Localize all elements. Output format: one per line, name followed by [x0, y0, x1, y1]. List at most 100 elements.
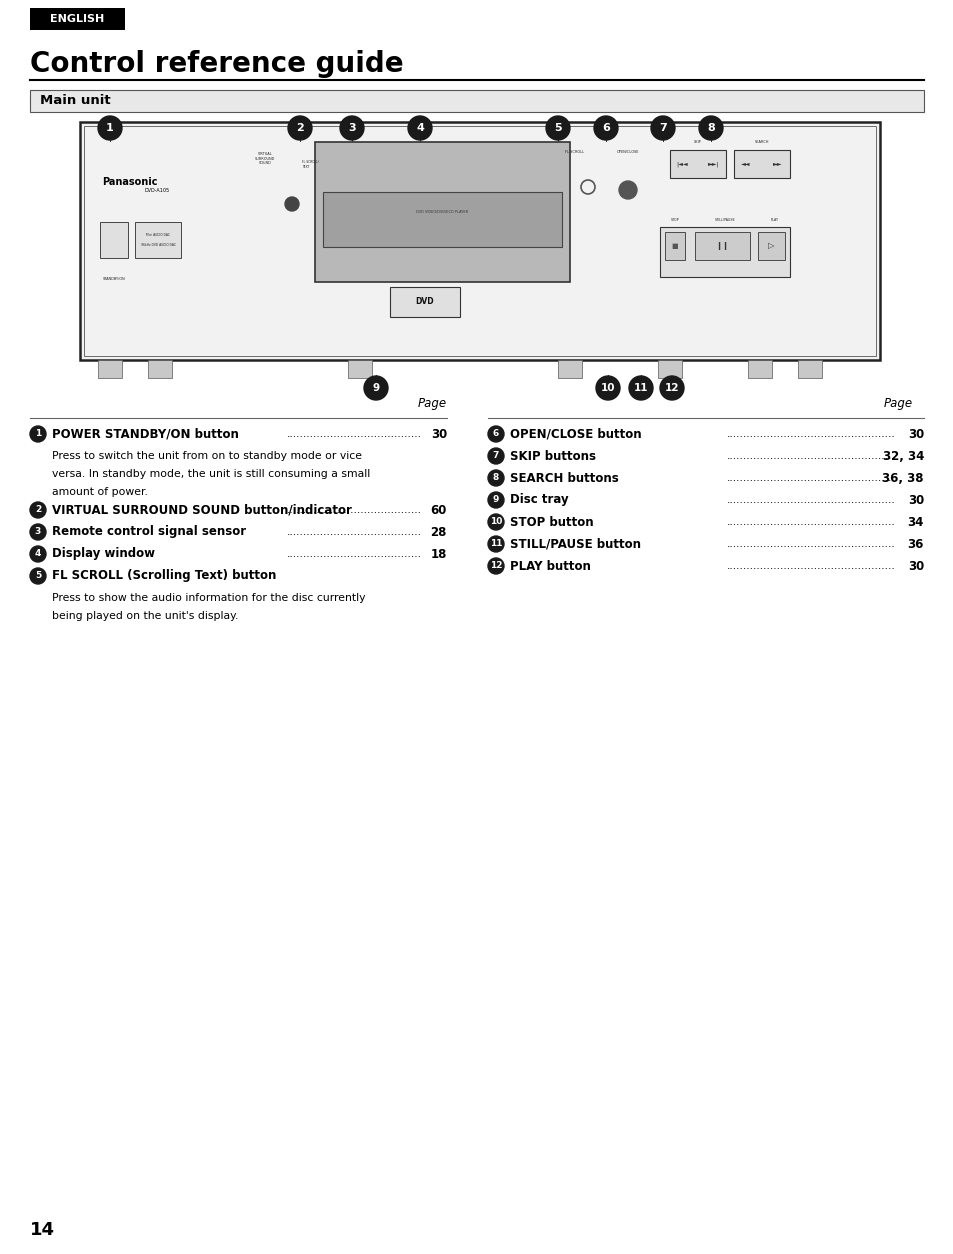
- Text: Display window: Display window: [52, 548, 154, 561]
- Text: Press to switch the unit from on to standby mode or vice: Press to switch the unit from on to stan…: [52, 451, 361, 461]
- Text: amount of power.: amount of power.: [52, 487, 148, 497]
- Circle shape: [545, 117, 569, 140]
- Text: 30: 30: [907, 428, 923, 440]
- Circle shape: [30, 568, 46, 584]
- FancyBboxPatch shape: [558, 360, 581, 377]
- FancyBboxPatch shape: [314, 142, 569, 282]
- Text: 30: 30: [907, 559, 923, 573]
- Text: DVD-A105: DVD-A105: [145, 188, 170, 193]
- Text: ..................................................: ........................................…: [726, 451, 895, 461]
- Text: 10: 10: [489, 518, 501, 527]
- FancyBboxPatch shape: [695, 232, 749, 260]
- Text: 1: 1: [35, 430, 41, 439]
- Text: ►►|: ►►|: [707, 162, 720, 167]
- FancyBboxPatch shape: [733, 150, 789, 178]
- Circle shape: [30, 524, 46, 540]
- Circle shape: [594, 117, 618, 140]
- Text: Remote control signal sensor: Remote control signal sensor: [52, 525, 246, 538]
- Circle shape: [488, 558, 503, 574]
- Text: ..................................................: ........................................…: [726, 517, 895, 527]
- Text: ►►: ►►: [773, 162, 781, 167]
- Text: 30: 30: [907, 494, 923, 507]
- Circle shape: [30, 502, 46, 518]
- FancyBboxPatch shape: [30, 90, 923, 112]
- Text: ..................................................: ........................................…: [726, 561, 895, 571]
- Text: 7: 7: [493, 451, 498, 460]
- Circle shape: [699, 117, 722, 140]
- Text: SKIP: SKIP: [694, 140, 701, 144]
- Text: FL SCROLL: FL SCROLL: [565, 150, 584, 154]
- Text: 5: 5: [554, 123, 561, 133]
- Text: 12: 12: [489, 562, 501, 571]
- Circle shape: [596, 376, 619, 400]
- FancyBboxPatch shape: [80, 122, 879, 360]
- Text: STILL/PAUSE button: STILL/PAUSE button: [510, 538, 640, 551]
- Text: 36, 38: 36, 38: [882, 472, 923, 484]
- Text: DVD VIDEO/DVD/ECD PLAYER: DVD VIDEO/DVD/ECD PLAYER: [416, 209, 468, 214]
- Text: SEARCH: SEARCH: [754, 140, 768, 144]
- Circle shape: [488, 514, 503, 530]
- Text: SKIP buttons: SKIP buttons: [510, 449, 596, 463]
- Text: 34: 34: [906, 515, 923, 528]
- Text: ........................................: ........................................: [287, 549, 421, 559]
- Circle shape: [488, 470, 503, 487]
- Text: VIRTUAL SURROUND SOUND button/indicator: VIRTUAL SURROUND SOUND button/indicator: [52, 504, 352, 517]
- Circle shape: [488, 535, 503, 552]
- Text: |◄◄: |◄◄: [676, 162, 687, 167]
- Text: 36: 36: [906, 538, 923, 551]
- Text: 3: 3: [35, 528, 41, 537]
- Circle shape: [288, 117, 312, 140]
- Circle shape: [618, 181, 637, 199]
- Text: 7: 7: [659, 123, 666, 133]
- Circle shape: [628, 376, 652, 400]
- Text: 8: 8: [493, 474, 498, 483]
- Text: Mini AUDIO DAC: Mini AUDIO DAC: [146, 233, 170, 237]
- Text: Control reference guide: Control reference guide: [30, 50, 403, 78]
- Text: 5: 5: [35, 572, 41, 581]
- Text: ■: ■: [671, 243, 678, 250]
- Text: Press to show the audio information for the disc currently: Press to show the audio information for …: [52, 593, 365, 603]
- Text: versa. In standby mode, the unit is still consuming a small: versa. In standby mode, the unit is stil…: [52, 469, 370, 479]
- Text: 18: 18: [430, 548, 447, 561]
- Text: ENGLISH: ENGLISH: [51, 14, 105, 24]
- Text: STANDBY/ON: STANDBY/ON: [103, 277, 125, 281]
- Text: FL SCROLL/
TEXT: FL SCROLL/ TEXT: [302, 161, 318, 168]
- Text: STOP button: STOP button: [510, 515, 593, 528]
- Text: OPEN/CLOSE button: OPEN/CLOSE button: [510, 428, 641, 440]
- Text: 12: 12: [664, 382, 679, 393]
- Text: 6: 6: [493, 430, 498, 439]
- Circle shape: [488, 448, 503, 464]
- FancyBboxPatch shape: [135, 222, 181, 258]
- Text: DVD: DVD: [416, 297, 434, 306]
- Circle shape: [30, 426, 46, 441]
- Text: 8: 8: [706, 123, 714, 133]
- Circle shape: [364, 376, 388, 400]
- FancyBboxPatch shape: [747, 360, 771, 377]
- Text: 28: 28: [430, 525, 447, 538]
- Text: SEARCH buttons: SEARCH buttons: [510, 472, 618, 484]
- Text: Disc tray: Disc tray: [510, 494, 568, 507]
- FancyBboxPatch shape: [659, 227, 789, 277]
- Text: 3: 3: [348, 123, 355, 133]
- Text: OPEN/CLOSE: OPEN/CLOSE: [616, 150, 639, 154]
- Text: ◄◄: ◄◄: [740, 162, 750, 167]
- Text: 9: 9: [372, 382, 379, 393]
- Text: 96kHz DVD AUDIO DAC: 96kHz DVD AUDIO DAC: [140, 243, 175, 247]
- Circle shape: [98, 117, 122, 140]
- FancyBboxPatch shape: [100, 222, 128, 258]
- FancyBboxPatch shape: [148, 360, 172, 377]
- Text: Page: Page: [882, 398, 912, 410]
- Circle shape: [659, 376, 683, 400]
- Text: ........................................: ........................................: [287, 527, 421, 537]
- Text: FL SCROLL (Scrolling Text) button: FL SCROLL (Scrolling Text) button: [52, 569, 276, 583]
- FancyBboxPatch shape: [758, 232, 784, 260]
- FancyBboxPatch shape: [30, 8, 125, 30]
- Text: 32, 34: 32, 34: [882, 449, 923, 463]
- FancyBboxPatch shape: [797, 360, 821, 377]
- Text: POWER STANDBY/ON button: POWER STANDBY/ON button: [52, 428, 238, 440]
- Circle shape: [30, 545, 46, 562]
- Text: 11: 11: [489, 539, 501, 548]
- Text: ..................................................: ........................................…: [726, 539, 895, 549]
- Text: STILL/PAUSE: STILL/PAUSE: [714, 218, 735, 222]
- Text: STOP: STOP: [670, 218, 679, 222]
